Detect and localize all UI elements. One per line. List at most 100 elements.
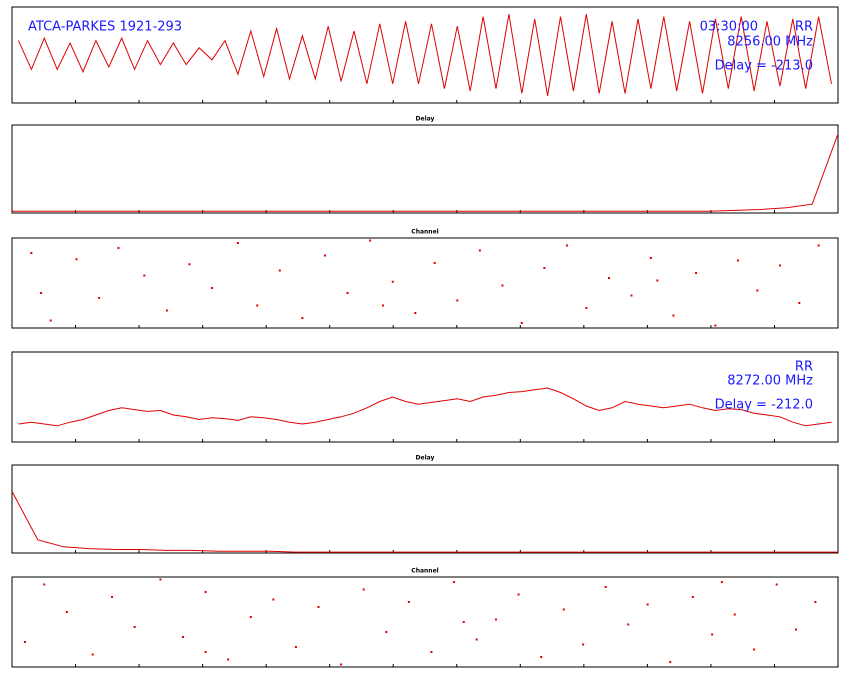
data-point xyxy=(630,294,633,297)
panel-frame xyxy=(11,124,839,214)
data-point xyxy=(407,601,410,603)
data-point xyxy=(188,263,191,266)
plot-title: ATCA-PARKES 1921-293 xyxy=(28,20,182,35)
data-point xyxy=(456,299,459,302)
data-point xyxy=(720,581,723,583)
data-point xyxy=(517,593,520,596)
data-point xyxy=(227,658,230,661)
data-point xyxy=(414,312,417,314)
annotation: RR xyxy=(795,360,813,375)
panel-frame xyxy=(11,576,839,668)
annotation: Delay = -213.0 xyxy=(715,59,813,74)
x-axis-label: Delay xyxy=(416,116,435,123)
panel-frame xyxy=(11,6,839,104)
data-point xyxy=(301,317,304,319)
data-point xyxy=(317,606,320,608)
data-point xyxy=(798,302,801,304)
data-point xyxy=(462,621,465,623)
data-point xyxy=(98,297,101,299)
data-point xyxy=(494,618,497,621)
annotation: 03:30:00 xyxy=(700,20,758,35)
x-axis-label: Channel xyxy=(411,229,438,236)
data-point xyxy=(433,262,436,264)
data-point xyxy=(43,583,46,586)
data-point xyxy=(540,656,543,658)
data-point xyxy=(75,258,78,261)
panel-frame xyxy=(11,237,839,329)
panel-frame xyxy=(11,351,839,443)
x-axis-label: Delay xyxy=(416,455,435,462)
panel-frame xyxy=(11,464,839,554)
data-point xyxy=(391,280,394,283)
data-point xyxy=(775,583,778,586)
data-point xyxy=(453,581,456,583)
data-point xyxy=(714,324,717,327)
data-point xyxy=(111,596,114,598)
data-point xyxy=(143,274,146,277)
data-point xyxy=(778,264,781,267)
data-line xyxy=(11,491,838,553)
data-point xyxy=(501,284,504,287)
data-point xyxy=(756,289,759,292)
data-point xyxy=(117,247,120,249)
data-point xyxy=(814,601,817,603)
data-point xyxy=(565,244,568,247)
data-point xyxy=(249,616,252,618)
data-point xyxy=(346,292,349,294)
data-point xyxy=(562,608,565,611)
data-point xyxy=(362,588,365,591)
data-point xyxy=(340,663,343,666)
data-point xyxy=(272,598,275,601)
data-point xyxy=(733,613,736,616)
data-line xyxy=(18,387,832,427)
data-point xyxy=(385,631,388,633)
data-point xyxy=(627,623,630,626)
data-point xyxy=(753,648,756,651)
data-point xyxy=(133,626,136,628)
data-line xyxy=(12,133,839,212)
data-point xyxy=(204,591,207,593)
x-axis-label: Channel xyxy=(411,568,438,575)
data-point xyxy=(211,287,214,289)
data-point xyxy=(294,646,297,648)
data-point xyxy=(646,603,649,606)
data-point xyxy=(30,252,33,254)
annotation: RR xyxy=(795,20,813,35)
data-point xyxy=(40,292,43,294)
data-point xyxy=(256,304,259,307)
data-point xyxy=(607,277,610,279)
data-point xyxy=(585,307,588,309)
annotation: 8256.00 MHz xyxy=(727,35,813,50)
data-point xyxy=(543,267,546,269)
data-point xyxy=(91,653,94,656)
data-point xyxy=(159,578,162,581)
data-point xyxy=(520,322,523,324)
data-point xyxy=(817,244,820,247)
data-point xyxy=(182,636,185,638)
data-point xyxy=(165,309,168,312)
annotation: Delay = -212.0 xyxy=(715,398,813,413)
annotation: 8272.00 MHz xyxy=(727,374,813,389)
data-point xyxy=(475,638,478,641)
data-point xyxy=(691,596,694,598)
data-point xyxy=(369,239,372,242)
data-point xyxy=(382,304,385,307)
data-line xyxy=(18,14,832,96)
data-point xyxy=(204,651,207,653)
data-point xyxy=(430,651,433,653)
data-point xyxy=(65,611,68,613)
data-point xyxy=(278,269,281,272)
data-point xyxy=(795,628,798,631)
data-point xyxy=(49,319,52,322)
data-point xyxy=(478,249,481,252)
data-point xyxy=(669,661,672,663)
data-point xyxy=(672,314,675,317)
data-point xyxy=(604,586,607,588)
data-point xyxy=(582,643,585,646)
data-point xyxy=(236,242,239,244)
data-point xyxy=(649,257,652,259)
data-point xyxy=(736,259,739,262)
data-point xyxy=(656,279,659,282)
data-point xyxy=(711,633,714,636)
